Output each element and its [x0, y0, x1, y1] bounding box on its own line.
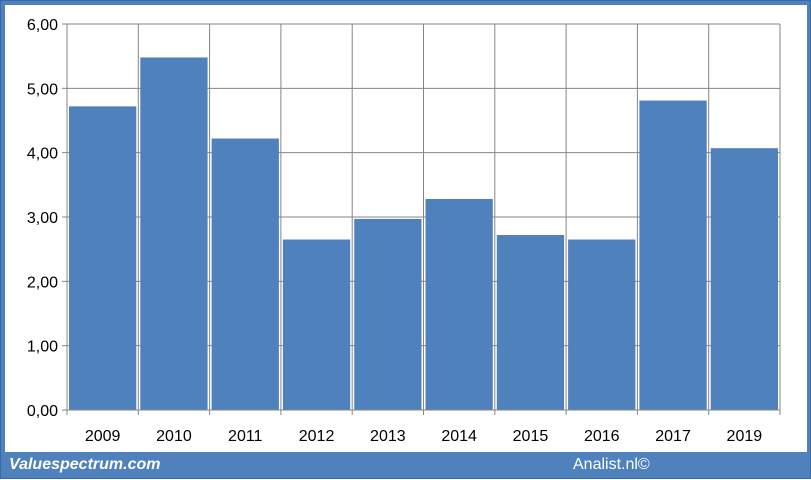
y-tick-label: 2,00	[27, 274, 58, 291]
bar	[710, 148, 778, 410]
x-tick-label: 2009	[85, 428, 121, 445]
x-tick-label: 2012	[299, 428, 335, 445]
y-tick-label: 6,00	[27, 17, 58, 34]
y-tick-label: 0,00	[27, 403, 58, 420]
y-tick-label: 5,00	[27, 81, 58, 98]
bar	[425, 198, 493, 410]
x-tick-label: 2019	[727, 428, 763, 445]
x-tick-label: 2013	[370, 428, 406, 445]
footer-source-label: Valuespectrum.com	[9, 456, 161, 473]
bar	[354, 218, 422, 410]
y-tick-label: 4,00	[27, 146, 58, 163]
bar	[69, 106, 137, 410]
y-tick-label: 3,00	[27, 210, 58, 227]
x-tick-label: 2014	[441, 428, 477, 445]
bar	[211, 138, 279, 410]
x-tick-label: 2015	[513, 428, 549, 445]
x-tick-label: 2017	[655, 428, 691, 445]
x-tick-label: 2011	[228, 428, 263, 445]
bar	[639, 100, 707, 410]
bar	[282, 239, 351, 410]
bar	[496, 235, 565, 410]
y-tick-label: 1,00	[27, 339, 58, 356]
footer-copyright-label: Analist.nl©	[573, 456, 650, 473]
x-tick-label: 2010	[156, 428, 192, 445]
x-tick-label: 2016	[584, 428, 620, 445]
bar	[140, 57, 208, 410]
bar	[568, 239, 636, 410]
